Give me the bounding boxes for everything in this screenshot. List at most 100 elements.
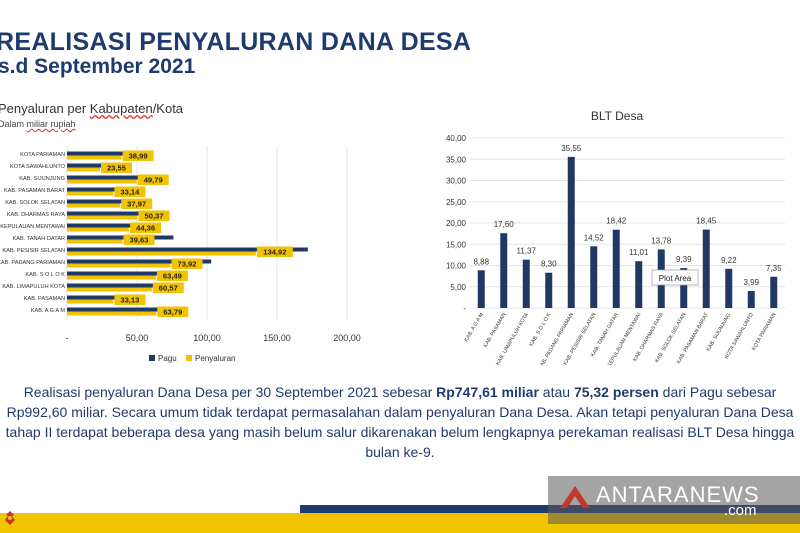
data-label: 7,35 xyxy=(766,264,782,273)
data-label: 17,60 xyxy=(494,220,515,229)
legend-label-penyaluran: Penyaluran xyxy=(195,354,235,363)
category-label: KAB. DHARMAS RAYA xyxy=(7,212,65,218)
plot-area-tooltip: Plot Area xyxy=(651,269,699,286)
category-label: KOTA PARIAMAN xyxy=(751,312,778,352)
bar-pagu xyxy=(67,259,212,264)
bar-penyaluran xyxy=(67,251,256,256)
legend-swatch-penyaluran xyxy=(186,355,192,361)
bar-pagu xyxy=(67,307,178,312)
summary-percent: 75,32 persen xyxy=(573,384,659,400)
left-chart-title-prefix: Penyaluran per xyxy=(0,101,90,116)
summary-line-1: Realisasi penyaluran Dana Desa per 30 Se… xyxy=(0,382,800,402)
bar-penyaluran xyxy=(67,275,156,280)
page-subtitle: s.d September 2021 xyxy=(0,55,196,78)
category-label: KAB. PASAMAN xyxy=(483,312,508,349)
data-label: 44,36 xyxy=(136,224,155,233)
data-label: 23,55 xyxy=(107,164,127,173)
data-label: 35,55 xyxy=(561,144,582,153)
left-chart-subtitle: Dalam miliar rupiah xyxy=(0,119,76,129)
left-chart-subtitle-prefix: Dalam xyxy=(0,119,27,129)
data-label: 11,01 xyxy=(629,248,649,257)
bar-pagu xyxy=(67,163,112,168)
x-tick-label: - xyxy=(66,333,69,343)
left-chart-title-underlined: Kabupaten xyxy=(89,101,153,116)
category-label: KAB. SIJUNJUNG xyxy=(706,312,733,352)
category-label: KAB. LIMAPULUH KOTA xyxy=(2,284,65,290)
data-label-box xyxy=(114,186,146,197)
x-tick-label: 200,00 xyxy=(333,333,361,343)
category-label: KAB. S O L O K xyxy=(529,312,553,348)
category-label: KAB. A G A M xyxy=(464,312,485,343)
data-label-box xyxy=(121,198,153,209)
bar-penyaluran xyxy=(67,299,114,304)
data-label: 33,14 xyxy=(120,188,140,197)
data-label-box xyxy=(152,282,184,293)
left-chart-title: Penyaluran per Kabupaten/Kota xyxy=(0,101,183,116)
data-label-box xyxy=(130,222,162,233)
data-label: 18,42 xyxy=(606,217,627,226)
data-label-box xyxy=(100,162,132,173)
category-label: KAB. SOLOK SELATAN xyxy=(5,200,65,206)
watermark-text: ANTARANEWS xyxy=(596,482,760,507)
summary-line-1-e: dari Pagu sebesar xyxy=(658,384,777,400)
data-label: 50,37 xyxy=(145,212,164,221)
right-chart-title: BLT Desa xyxy=(591,109,644,123)
bar-blt xyxy=(500,233,508,308)
tooltip-text: Plot Area xyxy=(659,274,692,283)
left-bar-chart: - 50,00 100,00 150,00 200,00 KOTA PARIAMAN 38,… xyxy=(0,146,361,363)
bar-pagu xyxy=(67,271,177,276)
y-tick-label: 30,00 xyxy=(446,177,467,186)
data-label: 9,22 xyxy=(721,256,737,265)
bar-penyaluran xyxy=(67,191,114,196)
y-tick-label: 15,00 xyxy=(446,240,467,249)
data-label: 3,99 xyxy=(743,278,759,287)
data-label-box xyxy=(122,150,154,161)
summary-line-1-c: atau xyxy=(538,384,574,400)
antara-logo-icon xyxy=(560,486,590,508)
bar-penyaluran xyxy=(67,215,138,220)
antaranews-watermark: ANTARANEWS .com xyxy=(548,476,800,524)
data-label-box xyxy=(114,294,146,305)
bar-penyaluran xyxy=(67,311,157,316)
summary-line-3: tahap II terdapat beberapa desa yang mas… xyxy=(5,424,795,440)
bar-pagu xyxy=(67,151,131,156)
bar-pagu xyxy=(67,295,130,300)
summary-total-amount: Rp747,61 miliar xyxy=(436,384,539,400)
data-label: 9,39 xyxy=(676,255,692,264)
summary-paragraph: Realisasi penyaluran Dana Desa per 30 Se… xyxy=(0,382,800,462)
legend-label-pagu: Pagu xyxy=(158,354,177,363)
tooltip-box xyxy=(651,269,699,286)
data-label: 39,63 xyxy=(129,236,148,245)
bar-blt xyxy=(522,259,530,308)
left-chart-title-suffix: /Kota xyxy=(152,101,184,116)
bar-pagu xyxy=(67,187,129,192)
watermark-suffix: .com xyxy=(724,502,757,519)
data-label: 14,52 xyxy=(584,233,605,242)
category-label: KAB. KEPULAUAN MENTAWAI xyxy=(0,224,65,230)
data-label: 8,88 xyxy=(473,257,489,266)
y-tick-label: - xyxy=(463,304,466,313)
data-label: 63,49 xyxy=(163,272,182,281)
data-label: 73,92 xyxy=(177,260,196,269)
summary-line-2: Rp992,60 miliar. Secara umum tidak terda… xyxy=(6,404,794,420)
data-label: 33,13 xyxy=(120,296,139,305)
data-label: 134,92 xyxy=(263,248,286,257)
category-label: KAB. A G A M xyxy=(31,308,66,314)
bar-penyaluran xyxy=(67,203,121,208)
garuda-logo-icon xyxy=(5,511,15,525)
data-label: 13,78 xyxy=(651,236,672,245)
bar-penyaluran xyxy=(67,287,152,292)
category-label: KAB. TANAH DATAR xyxy=(13,236,65,242)
data-label-box xyxy=(138,210,170,221)
data-label: 11,37 xyxy=(517,247,537,256)
bar-blt xyxy=(725,268,733,308)
category-label: KAB. PASAMAN xyxy=(24,296,65,302)
y-tick-label: 35,00 xyxy=(446,155,467,164)
bar-blt xyxy=(567,156,575,308)
category-label: KAB. PADANG PARIAMAN xyxy=(0,260,65,266)
bar-penyaluran xyxy=(67,155,122,160)
data-label: 38,99 xyxy=(129,152,148,161)
bar-blt xyxy=(770,276,778,308)
category-label: KAB. PASAMAN BARAT xyxy=(4,188,66,194)
summary-line-1-a: Realisasi penyaluran Dana Desa per 30 Se… xyxy=(23,384,437,400)
